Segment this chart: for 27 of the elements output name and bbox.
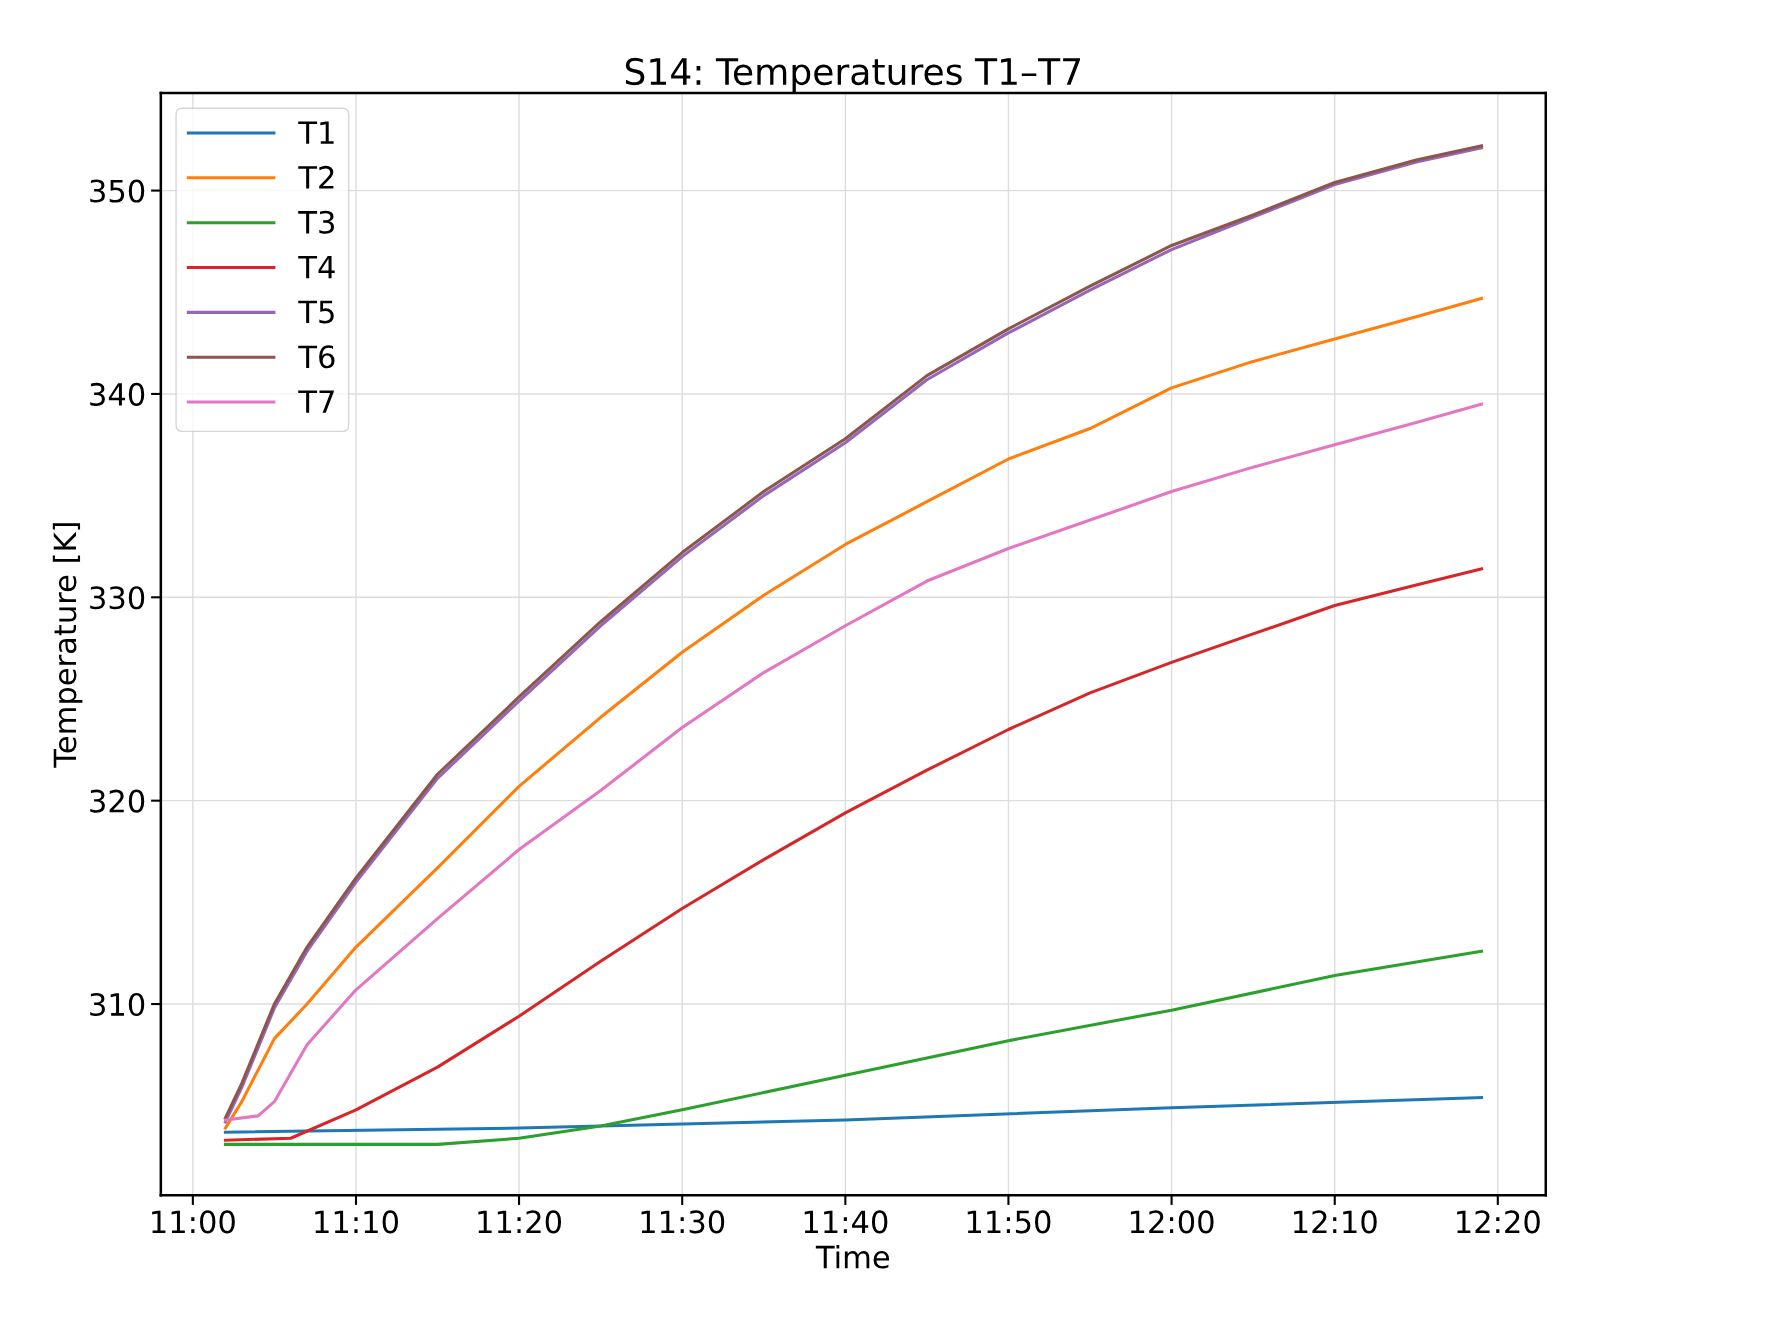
line-series	[223, 1096, 1484, 1134]
x-tick-label: 12:00	[1130, 1210, 1214, 1234]
line-series	[223, 949, 1484, 1146]
x-tick-label: 12:10	[1294, 1210, 1377, 1234]
x-tick-label: 11:40	[804, 1210, 888, 1234]
y-tick-label: 350	[90, 179, 145, 203]
y-axis-title: Temperature [K]	[52, 523, 83, 768]
x-tick-label: 11:00	[152, 1210, 235, 1234]
legend-label: T4	[298, 255, 335, 279]
x-tick-label: 11:10	[315, 1210, 398, 1234]
y-tick-label: 330	[90, 586, 145, 610]
legend-label: T1	[298, 121, 334, 144]
x-tick-label: 11:20	[478, 1210, 562, 1234]
x-axis-title: Time	[815, 1244, 890, 1269]
legend-label: T2	[298, 165, 334, 189]
chart-title: S14: Temperatures T1–T7	[625, 57, 1081, 93]
line-series	[223, 567, 1484, 1142]
legend-label: T3	[298, 210, 334, 234]
legend-label: T7	[298, 390, 334, 413]
y-tick-label: 340	[90, 382, 145, 406]
x-tick-label: 11:50	[967, 1210, 1051, 1234]
legend-label: T6	[298, 345, 335, 369]
x-tick-label: 11:30	[641, 1210, 725, 1234]
x-tick-label: 12:20	[1457, 1210, 1540, 1234]
legend-label: T5	[298, 300, 334, 324]
y-tick-label: 310	[90, 992, 145, 1017]
y-tick-label: 320	[90, 789, 145, 813]
